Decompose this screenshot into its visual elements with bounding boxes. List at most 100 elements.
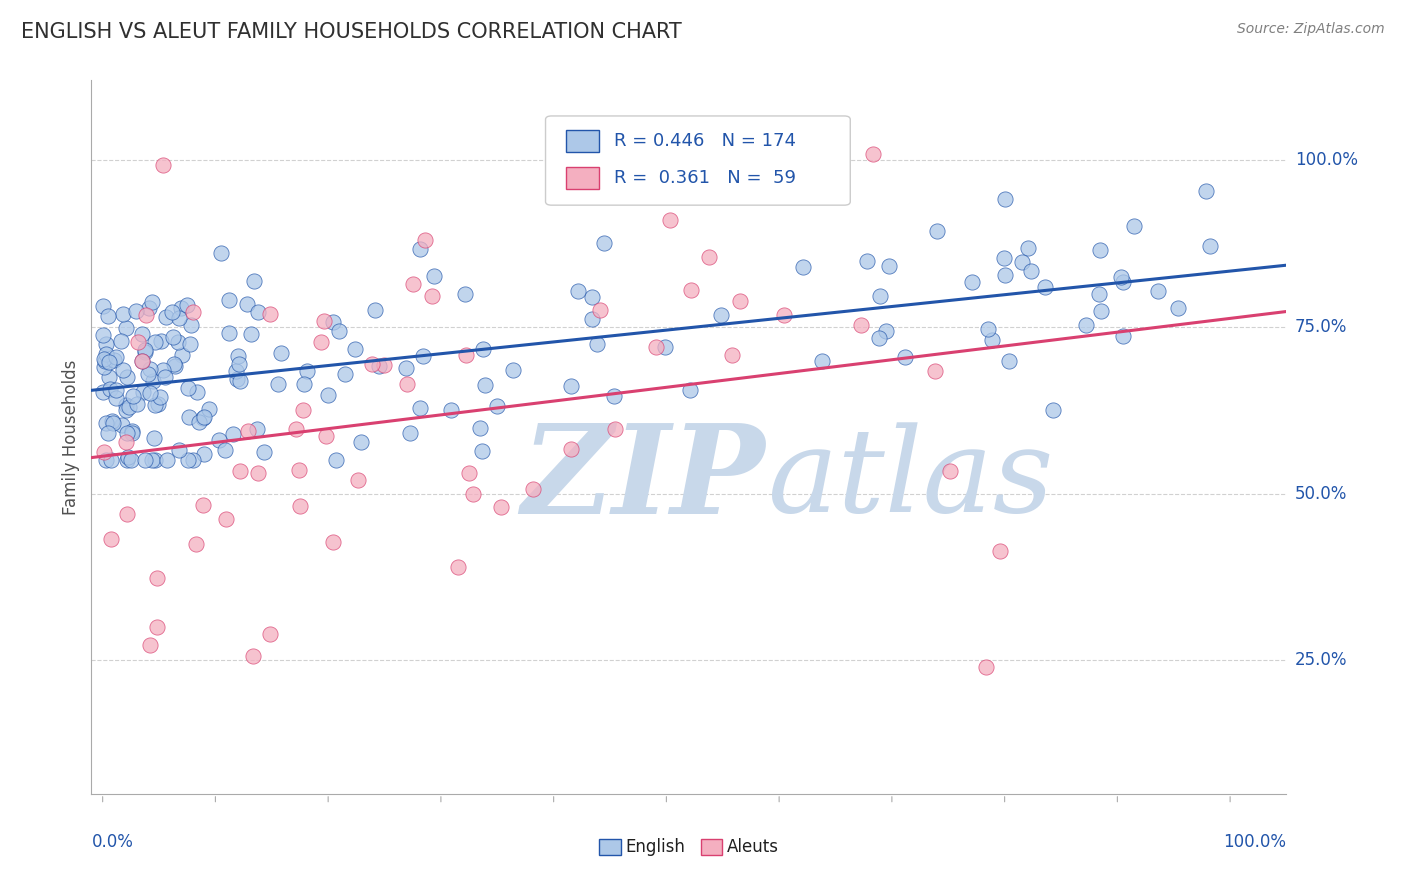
Point [333, 367, 356, 381]
Point [208, 433, 231, 447]
Point [100, 453, 122, 467]
Point [367, 359, 389, 373]
Point [111, 362, 134, 376]
Point [470, 420, 492, 434]
Point [163, 359, 186, 373]
Point [710, 308, 733, 322]
Point [344, 342, 367, 356]
Point [183, 453, 205, 467]
Point [1199, 239, 1222, 253]
Point [100, 414, 122, 428]
Point [186, 384, 208, 399]
Point [856, 253, 879, 268]
Point [229, 464, 252, 478]
Point [581, 312, 603, 326]
Point [226, 372, 249, 386]
Point [592, 235, 614, 250]
Text: atlas: atlas [766, 423, 1053, 537]
Point [215, 512, 238, 526]
Point [602, 389, 624, 403]
Point [93, 445, 115, 459]
Point [1123, 219, 1146, 234]
Point [166, 335, 188, 350]
Point [988, 544, 1011, 558]
Point [121, 424, 143, 438]
Point [141, 453, 163, 467]
Point [118, 400, 141, 414]
Point [153, 370, 176, 384]
FancyBboxPatch shape [546, 116, 851, 205]
Point [94, 416, 117, 430]
Point [115, 370, 138, 384]
Point [699, 251, 721, 265]
Point [103, 353, 125, 368]
Point [875, 324, 897, 338]
Point [104, 383, 127, 397]
Point [104, 350, 127, 364]
Point [225, 364, 247, 378]
Point [111, 417, 134, 432]
Point [420, 289, 443, 303]
Point [322, 314, 344, 328]
Point [138, 301, 160, 316]
Point [242, 648, 264, 663]
Text: 75.0%: 75.0% [1295, 318, 1347, 336]
Point [894, 350, 917, 364]
Point [242, 274, 264, 288]
Point [502, 363, 524, 377]
Point [131, 354, 153, 368]
Point [115, 321, 138, 335]
Point [1195, 184, 1218, 198]
Point [586, 336, 609, 351]
Point [285, 422, 308, 436]
Point [103, 416, 125, 430]
Point [981, 333, 1004, 347]
Point [98, 382, 121, 396]
Point [146, 620, 169, 634]
Point [993, 193, 1015, 207]
Point [235, 297, 257, 311]
Point [239, 327, 262, 342]
Point [1147, 284, 1170, 298]
Point [412, 349, 434, 363]
Point [120, 453, 142, 467]
Point [458, 467, 481, 481]
Point [143, 334, 166, 349]
Point [193, 409, 215, 424]
Point [229, 375, 252, 389]
Point [93, 351, 115, 366]
Point [146, 571, 169, 585]
Point [162, 330, 184, 344]
Point [209, 245, 232, 260]
Point [253, 444, 276, 458]
Point [1042, 403, 1064, 417]
Point [862, 147, 884, 161]
Point [193, 498, 215, 512]
Point [176, 297, 198, 311]
Point [146, 397, 169, 411]
Point [179, 337, 201, 351]
Point [162, 357, 184, 371]
Point [486, 399, 509, 413]
Point [998, 353, 1021, 368]
Point [110, 334, 132, 348]
Point [349, 434, 371, 449]
Point [114, 403, 136, 417]
Point [259, 626, 281, 640]
Point [91, 328, 114, 343]
Point [811, 354, 834, 368]
Point [127, 335, 149, 350]
Point [167, 443, 190, 458]
Point [193, 447, 215, 461]
Point [155, 310, 177, 324]
Point [131, 353, 153, 368]
Point [246, 422, 269, 436]
Point [117, 450, 139, 465]
Point [246, 304, 269, 318]
Point [398, 426, 420, 441]
Point [879, 259, 901, 273]
Point [156, 453, 179, 467]
Point [138, 385, 160, 400]
Point [772, 308, 794, 322]
Point [122, 389, 145, 403]
